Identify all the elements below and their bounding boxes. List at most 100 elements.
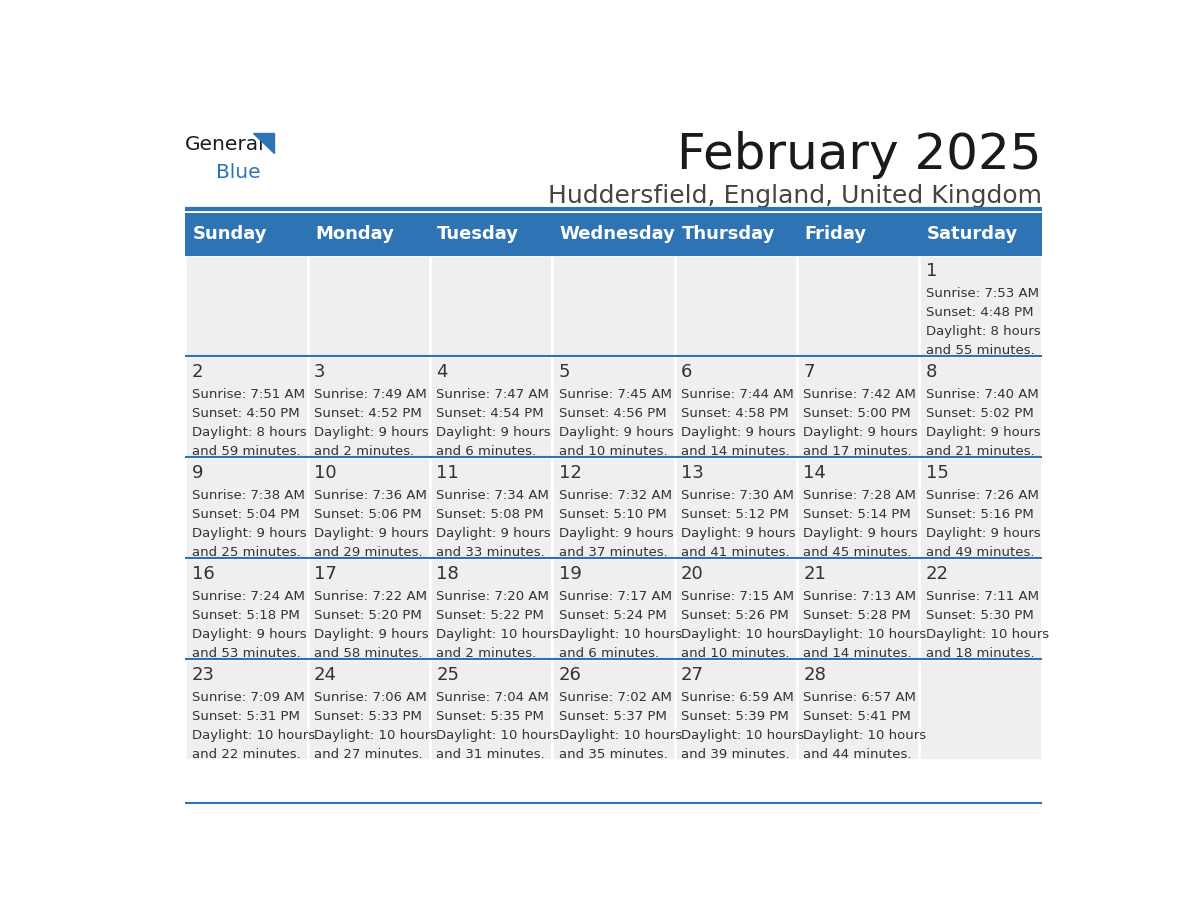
Bar xyxy=(308,659,430,760)
Text: Daylight: 9 hours: Daylight: 9 hours xyxy=(803,426,918,439)
Text: and 14 minutes.: and 14 minutes. xyxy=(803,647,912,660)
Text: Daylight: 9 hours: Daylight: 9 hours xyxy=(681,527,796,540)
Text: Sunset: 5:00 PM: Sunset: 5:00 PM xyxy=(803,407,911,420)
Text: Daylight: 10 hours: Daylight: 10 hours xyxy=(191,730,315,743)
Text: Daylight: 10 hours: Daylight: 10 hours xyxy=(925,628,1049,642)
Text: February 2025: February 2025 xyxy=(677,131,1042,179)
Text: 19: 19 xyxy=(558,565,582,583)
Text: Sunrise: 6:57 AM: Sunrise: 6:57 AM xyxy=(803,691,916,704)
Bar xyxy=(797,457,920,558)
Text: Daylight: 10 hours: Daylight: 10 hours xyxy=(436,730,560,743)
Text: Sunrise: 7:11 AM: Sunrise: 7:11 AM xyxy=(925,590,1038,603)
Bar xyxy=(797,558,920,659)
Text: and 53 minutes.: and 53 minutes. xyxy=(191,647,301,660)
Text: 1: 1 xyxy=(925,263,937,280)
Bar xyxy=(675,457,797,558)
Bar xyxy=(920,659,1042,760)
Text: Daylight: 9 hours: Daylight: 9 hours xyxy=(803,527,918,540)
Text: 14: 14 xyxy=(803,465,827,482)
Text: 5: 5 xyxy=(558,364,570,381)
Bar xyxy=(308,356,430,457)
Text: 10: 10 xyxy=(314,465,336,482)
Bar xyxy=(430,457,552,558)
Bar xyxy=(797,255,920,356)
Bar xyxy=(675,356,797,457)
Bar xyxy=(185,356,308,457)
Text: 11: 11 xyxy=(436,465,460,482)
Text: Sunset: 5:06 PM: Sunset: 5:06 PM xyxy=(314,509,422,521)
Text: Sunset: 5:12 PM: Sunset: 5:12 PM xyxy=(681,509,789,521)
Text: 13: 13 xyxy=(681,465,704,482)
Text: Sunrise: 7:02 AM: Sunrise: 7:02 AM xyxy=(558,691,671,704)
Text: and 44 minutes.: and 44 minutes. xyxy=(803,748,912,761)
Text: and 39 minutes.: and 39 minutes. xyxy=(681,748,790,761)
Text: Sunset: 5:08 PM: Sunset: 5:08 PM xyxy=(436,509,544,521)
Text: Daylight: 9 hours: Daylight: 9 hours xyxy=(314,527,429,540)
Text: Sunset: 4:52 PM: Sunset: 4:52 PM xyxy=(314,407,422,420)
Text: Sunrise: 7:06 AM: Sunrise: 7:06 AM xyxy=(314,691,426,704)
Text: and 18 minutes.: and 18 minutes. xyxy=(925,647,1035,660)
Text: and 33 minutes.: and 33 minutes. xyxy=(436,546,545,559)
Text: Daylight: 9 hours: Daylight: 9 hours xyxy=(314,628,429,642)
Bar xyxy=(675,558,797,659)
Text: Sunrise: 7:26 AM: Sunrise: 7:26 AM xyxy=(925,489,1038,502)
Text: and 21 minutes.: and 21 minutes. xyxy=(925,445,1035,458)
Text: Sunset: 5:22 PM: Sunset: 5:22 PM xyxy=(436,610,544,622)
Bar xyxy=(185,659,308,760)
Text: Sunset: 5:16 PM: Sunset: 5:16 PM xyxy=(925,509,1034,521)
Text: and 35 minutes.: and 35 minutes. xyxy=(558,748,668,761)
Text: 8: 8 xyxy=(925,364,937,381)
Bar xyxy=(797,356,920,457)
Text: Sunset: 5:26 PM: Sunset: 5:26 PM xyxy=(681,610,789,622)
Text: Sunrise: 7:45 AM: Sunrise: 7:45 AM xyxy=(558,388,671,401)
Text: Tuesday: Tuesday xyxy=(437,225,519,243)
Text: 22: 22 xyxy=(925,565,949,583)
Text: Sunrise: 7:42 AM: Sunrise: 7:42 AM xyxy=(803,388,916,401)
Text: Sunday: Sunday xyxy=(192,225,267,243)
Bar xyxy=(552,356,675,457)
Text: and 59 minutes.: and 59 minutes. xyxy=(191,445,301,458)
Text: Sunset: 5:14 PM: Sunset: 5:14 PM xyxy=(803,509,911,521)
Text: and 49 minutes.: and 49 minutes. xyxy=(925,546,1035,559)
Text: Daylight: 10 hours: Daylight: 10 hours xyxy=(436,628,560,642)
Text: Daylight: 9 hours: Daylight: 9 hours xyxy=(925,426,1041,439)
Text: Sunrise: 7:30 AM: Sunrise: 7:30 AM xyxy=(681,489,794,502)
Text: 25: 25 xyxy=(436,666,460,685)
Bar xyxy=(552,558,675,659)
Text: Daylight: 8 hours: Daylight: 8 hours xyxy=(925,325,1041,338)
Text: 28: 28 xyxy=(803,666,827,685)
Bar xyxy=(308,457,430,558)
Text: Sunset: 5:30 PM: Sunset: 5:30 PM xyxy=(925,610,1034,622)
Text: 7: 7 xyxy=(803,364,815,381)
Text: Sunset: 5:20 PM: Sunset: 5:20 PM xyxy=(314,610,422,622)
Text: 4: 4 xyxy=(436,364,448,381)
Text: and 37 minutes.: and 37 minutes. xyxy=(558,546,668,559)
Text: Sunrise: 7:38 AM: Sunrise: 7:38 AM xyxy=(191,489,304,502)
Text: Sunset: 5:24 PM: Sunset: 5:24 PM xyxy=(558,610,666,622)
Text: 3: 3 xyxy=(314,364,326,381)
Bar xyxy=(185,457,308,558)
Text: Sunrise: 7:22 AM: Sunrise: 7:22 AM xyxy=(314,590,428,603)
Text: Sunrise: 7:15 AM: Sunrise: 7:15 AM xyxy=(681,590,794,603)
Text: Sunrise: 7:28 AM: Sunrise: 7:28 AM xyxy=(803,489,916,502)
Bar xyxy=(185,558,308,659)
Text: and 10 minutes.: and 10 minutes. xyxy=(558,445,668,458)
Bar xyxy=(552,213,675,255)
Text: 20: 20 xyxy=(681,565,703,583)
Text: 16: 16 xyxy=(191,565,215,583)
Bar xyxy=(430,558,552,659)
Text: and 2 minutes.: and 2 minutes. xyxy=(314,445,415,458)
Bar xyxy=(675,659,797,760)
Text: Daylight: 9 hours: Daylight: 9 hours xyxy=(314,426,429,439)
Bar xyxy=(308,213,430,255)
Text: Sunset: 5:18 PM: Sunset: 5:18 PM xyxy=(191,610,299,622)
Text: Daylight: 10 hours: Daylight: 10 hours xyxy=(314,730,437,743)
Text: Daylight: 9 hours: Daylight: 9 hours xyxy=(925,527,1041,540)
Text: Huddersfield, England, United Kingdom: Huddersfield, England, United Kingdom xyxy=(548,185,1042,208)
Text: Sunset: 5:28 PM: Sunset: 5:28 PM xyxy=(803,610,911,622)
Text: 26: 26 xyxy=(558,666,582,685)
Bar xyxy=(185,255,308,356)
Text: 9: 9 xyxy=(191,465,203,482)
Text: Sunset: 5:35 PM: Sunset: 5:35 PM xyxy=(436,711,544,723)
Text: and 10 minutes.: and 10 minutes. xyxy=(681,647,790,660)
